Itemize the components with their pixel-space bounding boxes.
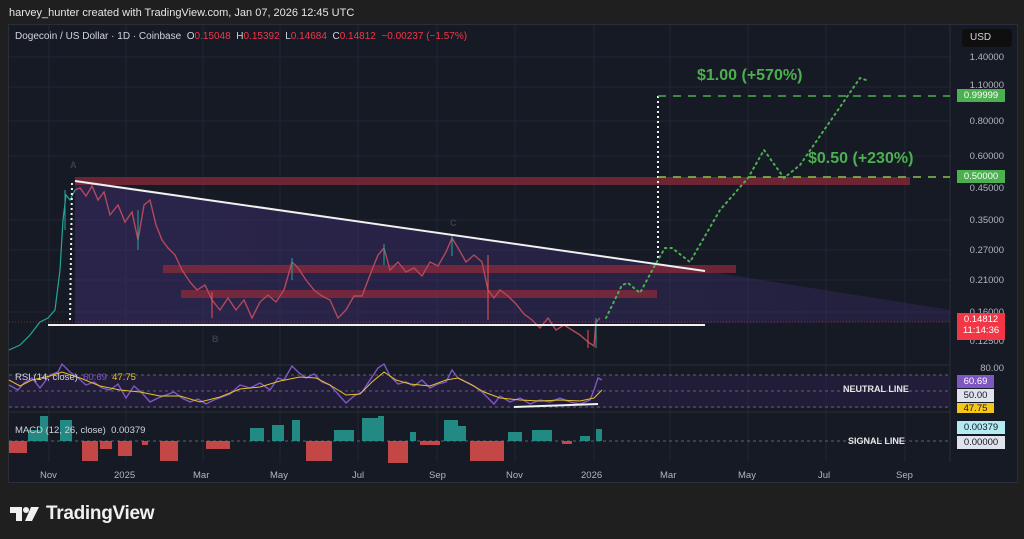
currency-button[interactable]: USD	[962, 29, 1012, 47]
macd-legend[interactable]: MACD (12, 26, close) 0.00379	[15, 425, 145, 436]
price-series-up	[8, 189, 76, 351]
last-price-value: 0.14812	[963, 314, 999, 325]
open-value: 0.15048	[194, 31, 231, 42]
rsi-ma-tag: 47.75	[957, 403, 994, 413]
macd-value: 0.00379	[111, 425, 146, 436]
rsi-ma-value: 47.75	[112, 372, 136, 383]
candle-wicks-up	[64, 190, 597, 348]
close-label: C	[332, 31, 340, 42]
point-a-label: A	[70, 160, 77, 170]
bar-countdown: 11:14:36	[962, 325, 1000, 336]
resistance-zone-019	[181, 290, 657, 298]
time-tick: May	[738, 470, 756, 481]
open-label: O	[186, 31, 195, 42]
time-tick: Sep	[896, 470, 913, 481]
brand-name: TradingView	[46, 503, 155, 524]
target-2-tag: 0.50000	[957, 170, 1005, 183]
triangle-pattern-fill	[48, 181, 950, 325]
rsi-legend[interactable]: RSI (14, close) 60.69 47.75	[15, 372, 136, 383]
symbol-name: Dogecoin / US Dollar · 1D · Coinbase	[15, 31, 182, 42]
point-c-label: C	[450, 218, 457, 228]
price-tick: 0.45000	[969, 183, 1004, 194]
price-tick: 1.10000	[969, 80, 1004, 91]
time-tick: May	[270, 470, 288, 481]
time-tick: 2025	[114, 470, 136, 481]
rsi-ma-line	[8, 371, 603, 403]
time-tick: Mar	[660, 470, 677, 481]
price-series	[74, 184, 601, 348]
close-value: 0.14812	[339, 31, 376, 42]
price-tick: 1.40000	[969, 52, 1004, 63]
macd-label: MACD (12, 26, close)	[15, 425, 106, 436]
low-label: L	[285, 31, 291, 42]
projected-path	[605, 76, 867, 319]
rsi-tick: 80.00	[980, 363, 1004, 374]
point-b-label: B	[212, 334, 219, 344]
time-tick: Mar	[193, 470, 210, 481]
target-1-tag: 0.99999	[957, 89, 1005, 102]
symbol-legend[interactable]: Dogecoin / US Dollar · 1D · Coinbase O0.…	[15, 31, 467, 42]
descending-resistance-line	[74, 180, 706, 272]
candle-wicks-down	[211, 255, 589, 348]
price-tick: 0.27000	[969, 245, 1004, 256]
target-1-label: $1.00 (+570%)	[697, 67, 803, 84]
time-tick: Jul	[352, 470, 365, 481]
macd-tag: 0.00379	[957, 421, 1005, 434]
high-value: 0.15392	[243, 31, 280, 42]
time-tick: Jul	[818, 470, 831, 481]
macd-zero-tag: 0.00000	[957, 436, 1005, 449]
price-tick: 0.80000	[969, 116, 1004, 127]
low-value: 0.14684	[290, 31, 327, 42]
change-value: −0.00237 (−1.57%)	[381, 31, 468, 42]
rsi-mid-tag: 50.00	[957, 389, 994, 402]
time-tick: Sep	[429, 470, 446, 481]
price-tick: 0.21000	[969, 275, 1004, 286]
price-tick: 0.35000	[969, 215, 1004, 226]
rsi-tag: 60.69	[957, 375, 994, 388]
tradingview-logo[interactable]: TradingView	[10, 503, 155, 525]
target-2-label: $0.50 (+230%)	[808, 150, 914, 167]
time-tick: Nov	[506, 470, 523, 481]
rsi-label: RSI (14, close)	[15, 372, 78, 383]
rsi-value: 60.69	[83, 372, 107, 383]
price-tick: 0.12500	[969, 336, 1004, 347]
pole-measure-line	[69, 182, 73, 323]
resistance-zone-023	[163, 265, 736, 273]
neutral-line-label: NEUTRAL LINE	[843, 384, 909, 394]
price-tick: 0.60000	[969, 151, 1004, 162]
time-tick: Nov	[40, 470, 57, 481]
resistance-zone-050	[75, 177, 910, 185]
time-tick: 2026	[581, 470, 603, 481]
macd-histogram	[9, 416, 602, 463]
last-price-tag: 0.14812 11:14:36	[957, 313, 1005, 340]
chart-credit: harvey_hunter created with TradingView.c…	[9, 7, 355, 19]
price-tick: 0.16000	[970, 307, 1004, 318]
rsi-band	[9, 375, 950, 408]
signal-line-label: SIGNAL LINE	[848, 436, 905, 446]
high-label: H	[236, 31, 244, 42]
rsi-support-line	[513, 403, 599, 408]
tradingview-logo-icon	[10, 507, 39, 521]
